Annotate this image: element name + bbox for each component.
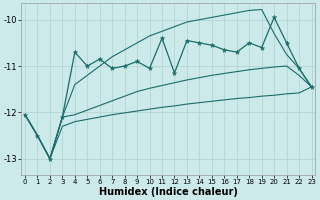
X-axis label: Humidex (Indice chaleur): Humidex (Indice chaleur) — [99, 187, 238, 197]
